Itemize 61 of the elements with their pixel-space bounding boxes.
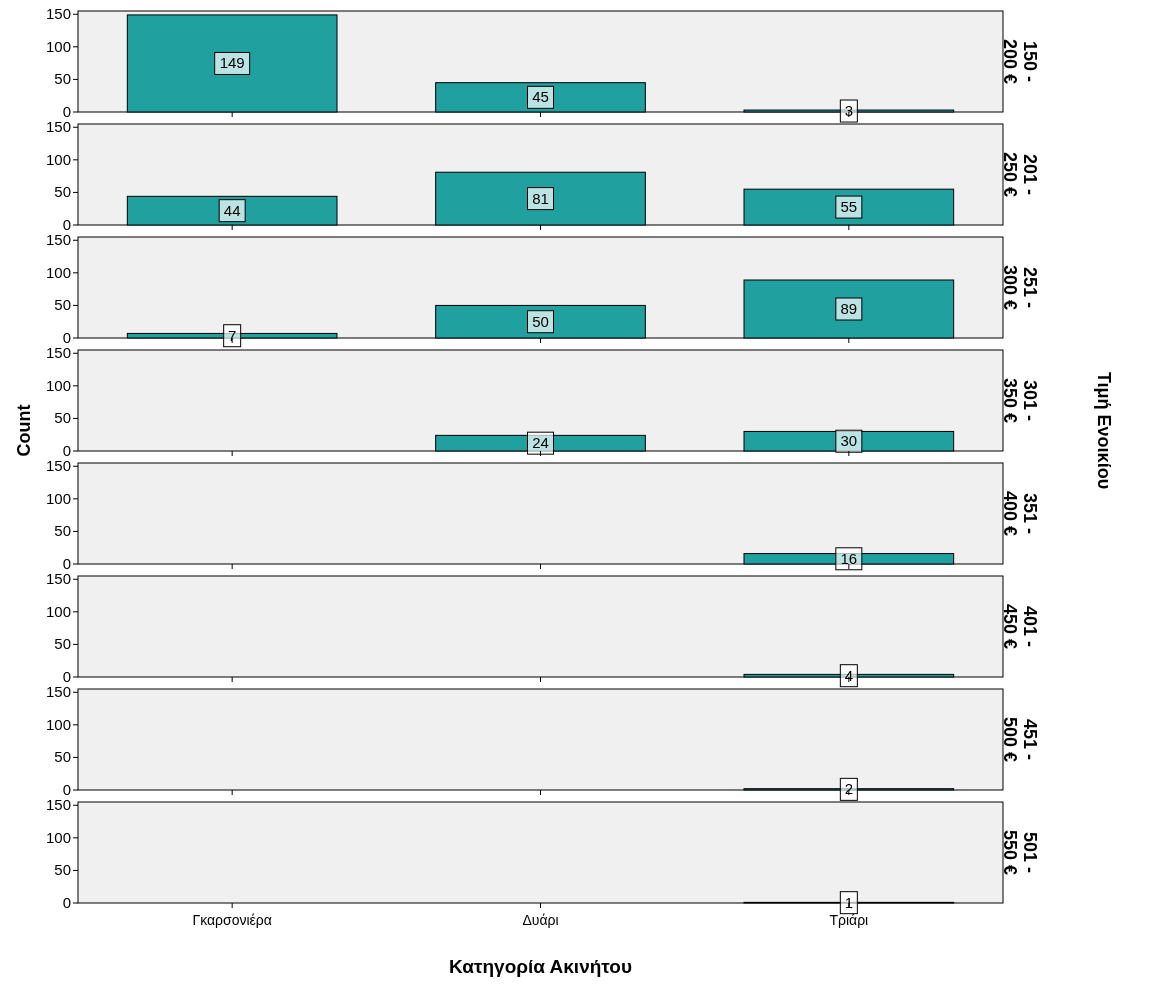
text: 351 - 400 € — [1000, 490, 1040, 537]
y-tick-label: 150 — [45, 118, 71, 136]
y-tick-label: 100 — [45, 376, 71, 394]
y-tick-label: 0 — [62, 216, 71, 233]
y-tick-label: 100 — [45, 715, 71, 733]
text: 501 - 550 € — [1000, 829, 1040, 876]
y-tick-label: 100 — [45, 37, 71, 55]
y-tick-label: 0 — [62, 103, 71, 120]
y-tick-label: 50 — [54, 409, 71, 427]
data-label: 7 — [227, 326, 237, 344]
data-label: 44 — [223, 201, 241, 219]
y-tick-label: 0 — [62, 894, 71, 911]
y-tick-label: 0 — [62, 555, 71, 572]
text: 301 - 350 € — [1000, 377, 1040, 424]
y-tick-label: 0 — [62, 668, 71, 685]
y-axis-title: Count — [14, 404, 34, 457]
data-label: 50 — [532, 312, 549, 330]
data-label: 55 — [840, 198, 858, 216]
data-label: 1 — [844, 893, 854, 911]
y-tick-label: 100 — [45, 150, 71, 168]
text: 201 - 250 € — [1000, 151, 1040, 198]
y-tick-label: 50 — [54, 522, 71, 540]
data-label: 81 — [532, 189, 549, 207]
y-tick-label: 50 — [54, 70, 71, 88]
text: 251 - 300 € — [1000, 264, 1040, 311]
y-tick-label: 0 — [62, 781, 71, 798]
y-tick-label: 50 — [54, 635, 71, 653]
y-tick-label: 150 — [45, 457, 71, 475]
data-label: 2 — [844, 780, 854, 798]
y-tick-label: 50 — [54, 861, 71, 879]
data-label: 16 — [840, 549, 858, 567]
y-tick-label: 100 — [45, 263, 71, 281]
x-tick-label: Δυάρι — [522, 912, 559, 928]
y-tick-label: 100 — [45, 828, 71, 846]
text: Τιμή Ενοικίου — [1094, 371, 1114, 490]
y-tick-label: 150 — [45, 344, 71, 362]
y-tick-label: 150 — [45, 683, 71, 701]
data-label: 149 — [219, 54, 245, 72]
text: 150 - 200 € — [1000, 38, 1040, 85]
data-label: 24 — [532, 434, 549, 452]
y-tick-label: 50 — [54, 296, 71, 314]
y-tick-label: 100 — [45, 602, 71, 620]
data-label: 45 — [532, 88, 549, 106]
y-tick-label: 150 — [45, 796, 71, 814]
data-label: 89 — [840, 300, 858, 317]
data-label: 30 — [840, 432, 858, 450]
text: 451 - 500 € — [1000, 716, 1040, 763]
y-tick-label: 150 — [45, 231, 71, 249]
y-tick-label: 0 — [62, 442, 71, 459]
data-label: 4 — [844, 666, 854, 684]
x-tick-label: Τριάρι — [829, 912, 869, 928]
y-tick-label: 50 — [54, 183, 71, 201]
y-tick-label: 150 — [45, 5, 71, 23]
y-tick-label: 150 — [45, 570, 71, 588]
y-tick-label: 0 — [62, 329, 71, 346]
x-axis-title: Κατηγορία Ακινήτου — [449, 956, 632, 977]
x-tick-label: Γκαρσονιέρα — [192, 912, 272, 928]
y-tick-label: 100 — [45, 489, 71, 507]
text: 401 - 450 € — [1000, 603, 1040, 650]
y-tick-label: 50 — [54, 748, 71, 766]
data-label: 3 — [844, 102, 854, 120]
